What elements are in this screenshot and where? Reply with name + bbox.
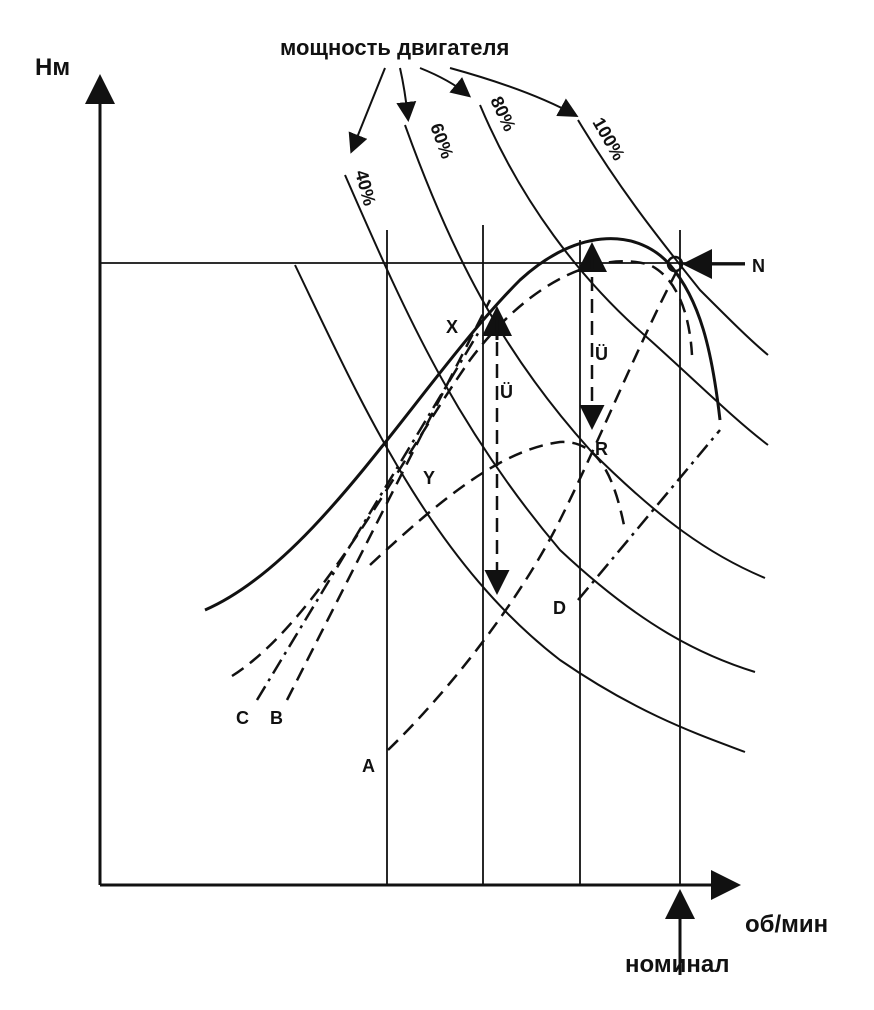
power-title: мощность двигателя [280, 35, 509, 60]
pointer [419, 67, 472, 98]
x-label: об/мин [745, 911, 828, 938]
point-label: D [553, 598, 566, 618]
point-label: Y [423, 468, 435, 488]
pointer [449, 67, 579, 117]
point-label: N [752, 256, 765, 276]
point-label: A [362, 756, 375, 776]
line-a [387, 264, 682, 751]
y-label: Нм [35, 54, 70, 81]
reserve-label: Ü [500, 382, 513, 402]
power-level: 40% [351, 168, 380, 208]
reserve-label: Ü [595, 344, 608, 364]
power-curve [294, 264, 746, 753]
point-label: X [446, 317, 458, 337]
line-c [255, 329, 482, 701]
pointer [348, 67, 386, 154]
pointer [396, 67, 417, 122]
point-label: C [236, 708, 249, 728]
torque-curve [204, 237, 722, 612]
torque-curve-dashed [369, 440, 627, 566]
torque-curve-dashed [231, 260, 694, 678]
point-label: B [270, 708, 283, 728]
point-label: R [595, 439, 608, 459]
power-curve [404, 124, 766, 579]
line-b [285, 299, 492, 701]
power-level: 100% [589, 114, 629, 164]
line-d [577, 429, 721, 601]
power-curve [479, 104, 769, 446]
x-marker: номинал [625, 951, 729, 978]
power-curve [344, 174, 756, 673]
power-level: 60% [426, 121, 457, 162]
